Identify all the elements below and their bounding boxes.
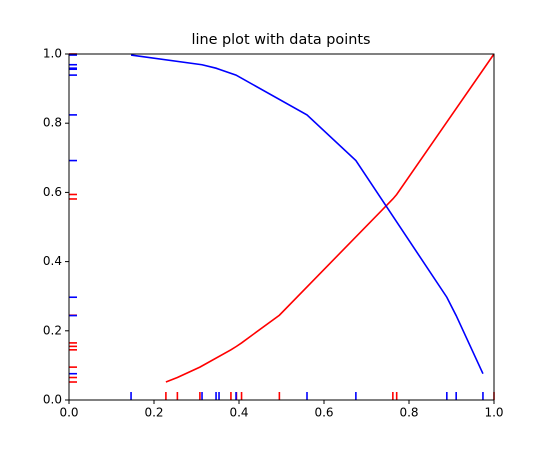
line <box>165 53 495 383</box>
x-tick-label: 0.6 <box>314 406 333 420</box>
y-tick-label: 0.4 <box>43 254 62 268</box>
y-tick-label: 0.6 <box>43 185 62 199</box>
x-tick-label: 1.0 <box>484 406 503 420</box>
x-tick-label: 0.8 <box>399 406 418 420</box>
y-tick-label: 0.2 <box>43 323 62 337</box>
y-tick-label: 1.0 <box>43 47 62 61</box>
y-tick-label: 0.8 <box>43 116 62 130</box>
axes-frame <box>68 53 495 401</box>
chart-title: line plot with data points <box>192 32 371 48</box>
line <box>130 54 484 375</box>
x-tick-label: 0.2 <box>144 406 163 420</box>
x-tick-label: 0.4 <box>229 406 248 420</box>
y-tick-label: 0.0 <box>43 393 62 407</box>
x-tick-label: 0.0 <box>59 406 78 420</box>
